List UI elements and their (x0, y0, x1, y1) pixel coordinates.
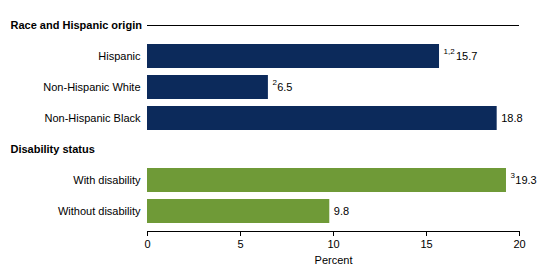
svg-text:20: 20 (513, 238, 525, 250)
svg-text:3: 3 (510, 171, 515, 181)
svg-text:5: 5 (237, 238, 243, 250)
svg-text:9.8: 9.8 (334, 205, 349, 217)
svg-text:15.7: 15.7 (456, 50, 477, 62)
svg-text:10: 10 (327, 238, 339, 250)
svg-text:19.3: 19.3 (515, 174, 536, 186)
svg-text:0: 0 (144, 238, 150, 250)
svg-text:Disability status: Disability status (11, 143, 95, 155)
svg-text:18.8: 18.8 (501, 112, 522, 124)
svg-text:Percent: Percent (315, 254, 353, 266)
svg-text:2: 2 (272, 78, 277, 88)
svg-text:Race and Hispanic origin: Race and Hispanic origin (11, 19, 143, 31)
svg-text:Non-Hispanic White: Non-Hispanic White (43, 81, 140, 93)
svg-text:With disability: With disability (73, 174, 141, 186)
svg-text:Hispanic: Hispanic (98, 50, 141, 62)
svg-text:Without disability: Without disability (58, 205, 141, 217)
svg-text:Non-Hispanic Black: Non-Hispanic Black (45, 112, 141, 124)
svg-text:15: 15 (420, 238, 432, 250)
svg-text:1,2: 1,2 (444, 47, 456, 56)
svg-text:6.5: 6.5 (277, 81, 292, 93)
